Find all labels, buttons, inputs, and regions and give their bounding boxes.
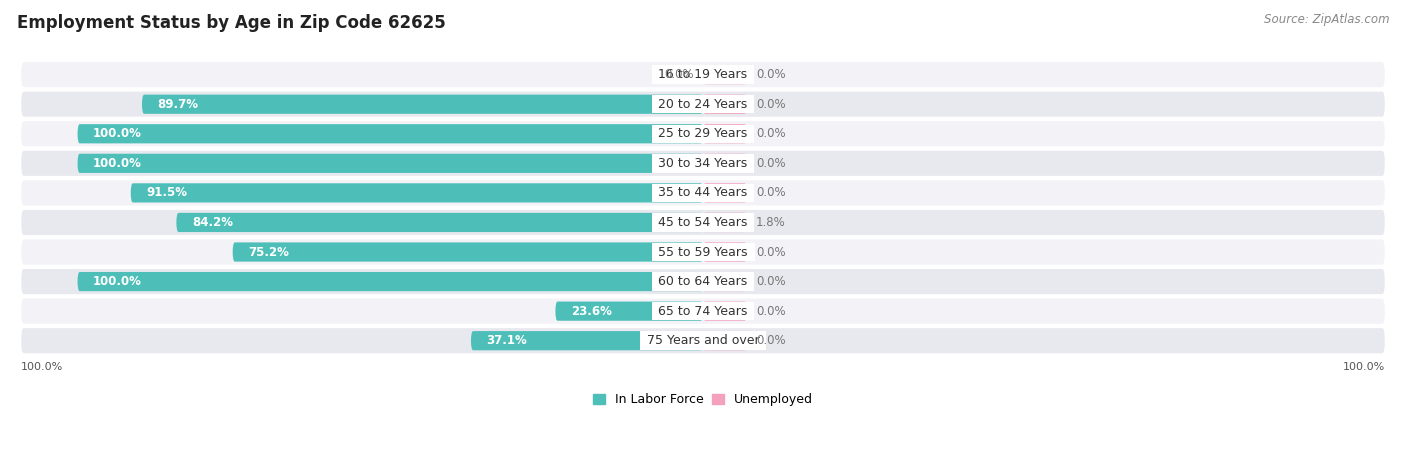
FancyBboxPatch shape: [703, 65, 747, 84]
FancyBboxPatch shape: [21, 151, 1385, 176]
Legend: In Labor Force, Unemployed: In Labor Force, Unemployed: [588, 388, 818, 411]
Text: 91.5%: 91.5%: [146, 186, 187, 199]
Text: 89.7%: 89.7%: [157, 98, 198, 111]
Text: 0.0%: 0.0%: [756, 98, 786, 111]
FancyBboxPatch shape: [21, 328, 1385, 353]
Text: 55 to 59 Years: 55 to 59 Years: [654, 246, 752, 258]
Text: 0.0%: 0.0%: [756, 275, 786, 288]
Text: 0.0%: 0.0%: [664, 68, 693, 81]
FancyBboxPatch shape: [21, 180, 1385, 206]
Text: 45 to 54 Years: 45 to 54 Years: [654, 216, 752, 229]
Text: 37.1%: 37.1%: [486, 334, 527, 347]
FancyBboxPatch shape: [21, 239, 1385, 265]
Text: Source: ZipAtlas.com: Source: ZipAtlas.com: [1264, 14, 1389, 27]
FancyBboxPatch shape: [703, 94, 747, 114]
FancyBboxPatch shape: [131, 183, 703, 202]
FancyBboxPatch shape: [21, 269, 1385, 294]
FancyBboxPatch shape: [703, 272, 747, 291]
Text: 30 to 34 Years: 30 to 34 Years: [654, 157, 752, 170]
Text: 1.8%: 1.8%: [756, 216, 786, 229]
FancyBboxPatch shape: [232, 243, 703, 261]
Text: 100.0%: 100.0%: [93, 275, 142, 288]
Text: 16 to 19 Years: 16 to 19 Years: [654, 68, 752, 81]
Text: 23.6%: 23.6%: [571, 305, 612, 318]
FancyBboxPatch shape: [703, 154, 747, 173]
FancyBboxPatch shape: [555, 302, 703, 321]
FancyBboxPatch shape: [176, 213, 703, 232]
Text: 75 Years and over: 75 Years and over: [643, 334, 763, 347]
Text: 25 to 29 Years: 25 to 29 Years: [654, 127, 752, 140]
Text: 100.0%: 100.0%: [93, 157, 142, 170]
Text: 65 to 74 Years: 65 to 74 Years: [654, 305, 752, 318]
FancyBboxPatch shape: [703, 243, 747, 261]
Text: 100.0%: 100.0%: [21, 362, 63, 372]
FancyBboxPatch shape: [703, 124, 747, 144]
Text: 0.0%: 0.0%: [756, 246, 786, 258]
Text: 84.2%: 84.2%: [193, 216, 233, 229]
FancyBboxPatch shape: [471, 331, 703, 350]
FancyBboxPatch shape: [703, 183, 747, 202]
FancyBboxPatch shape: [21, 62, 1385, 87]
FancyBboxPatch shape: [21, 210, 1385, 235]
Text: 0.0%: 0.0%: [756, 68, 786, 81]
FancyBboxPatch shape: [703, 213, 747, 232]
Text: 0.0%: 0.0%: [756, 157, 786, 170]
Text: 0.0%: 0.0%: [756, 305, 786, 318]
FancyBboxPatch shape: [77, 272, 703, 291]
FancyBboxPatch shape: [142, 94, 703, 114]
Text: 0.0%: 0.0%: [756, 186, 786, 199]
Text: 60 to 64 Years: 60 to 64 Years: [654, 275, 752, 288]
FancyBboxPatch shape: [77, 124, 703, 144]
Text: 75.2%: 75.2%: [249, 246, 290, 258]
FancyBboxPatch shape: [21, 121, 1385, 146]
Text: 100.0%: 100.0%: [93, 127, 142, 140]
Text: 100.0%: 100.0%: [1343, 362, 1385, 372]
Text: Employment Status by Age in Zip Code 62625: Employment Status by Age in Zip Code 626…: [17, 14, 446, 32]
FancyBboxPatch shape: [77, 154, 703, 173]
Text: 0.0%: 0.0%: [756, 127, 786, 140]
Text: 20 to 24 Years: 20 to 24 Years: [654, 98, 752, 111]
FancyBboxPatch shape: [21, 298, 1385, 324]
Text: 0.0%: 0.0%: [756, 334, 786, 347]
FancyBboxPatch shape: [21, 92, 1385, 117]
FancyBboxPatch shape: [703, 331, 747, 350]
Text: 35 to 44 Years: 35 to 44 Years: [654, 186, 752, 199]
FancyBboxPatch shape: [703, 302, 747, 321]
